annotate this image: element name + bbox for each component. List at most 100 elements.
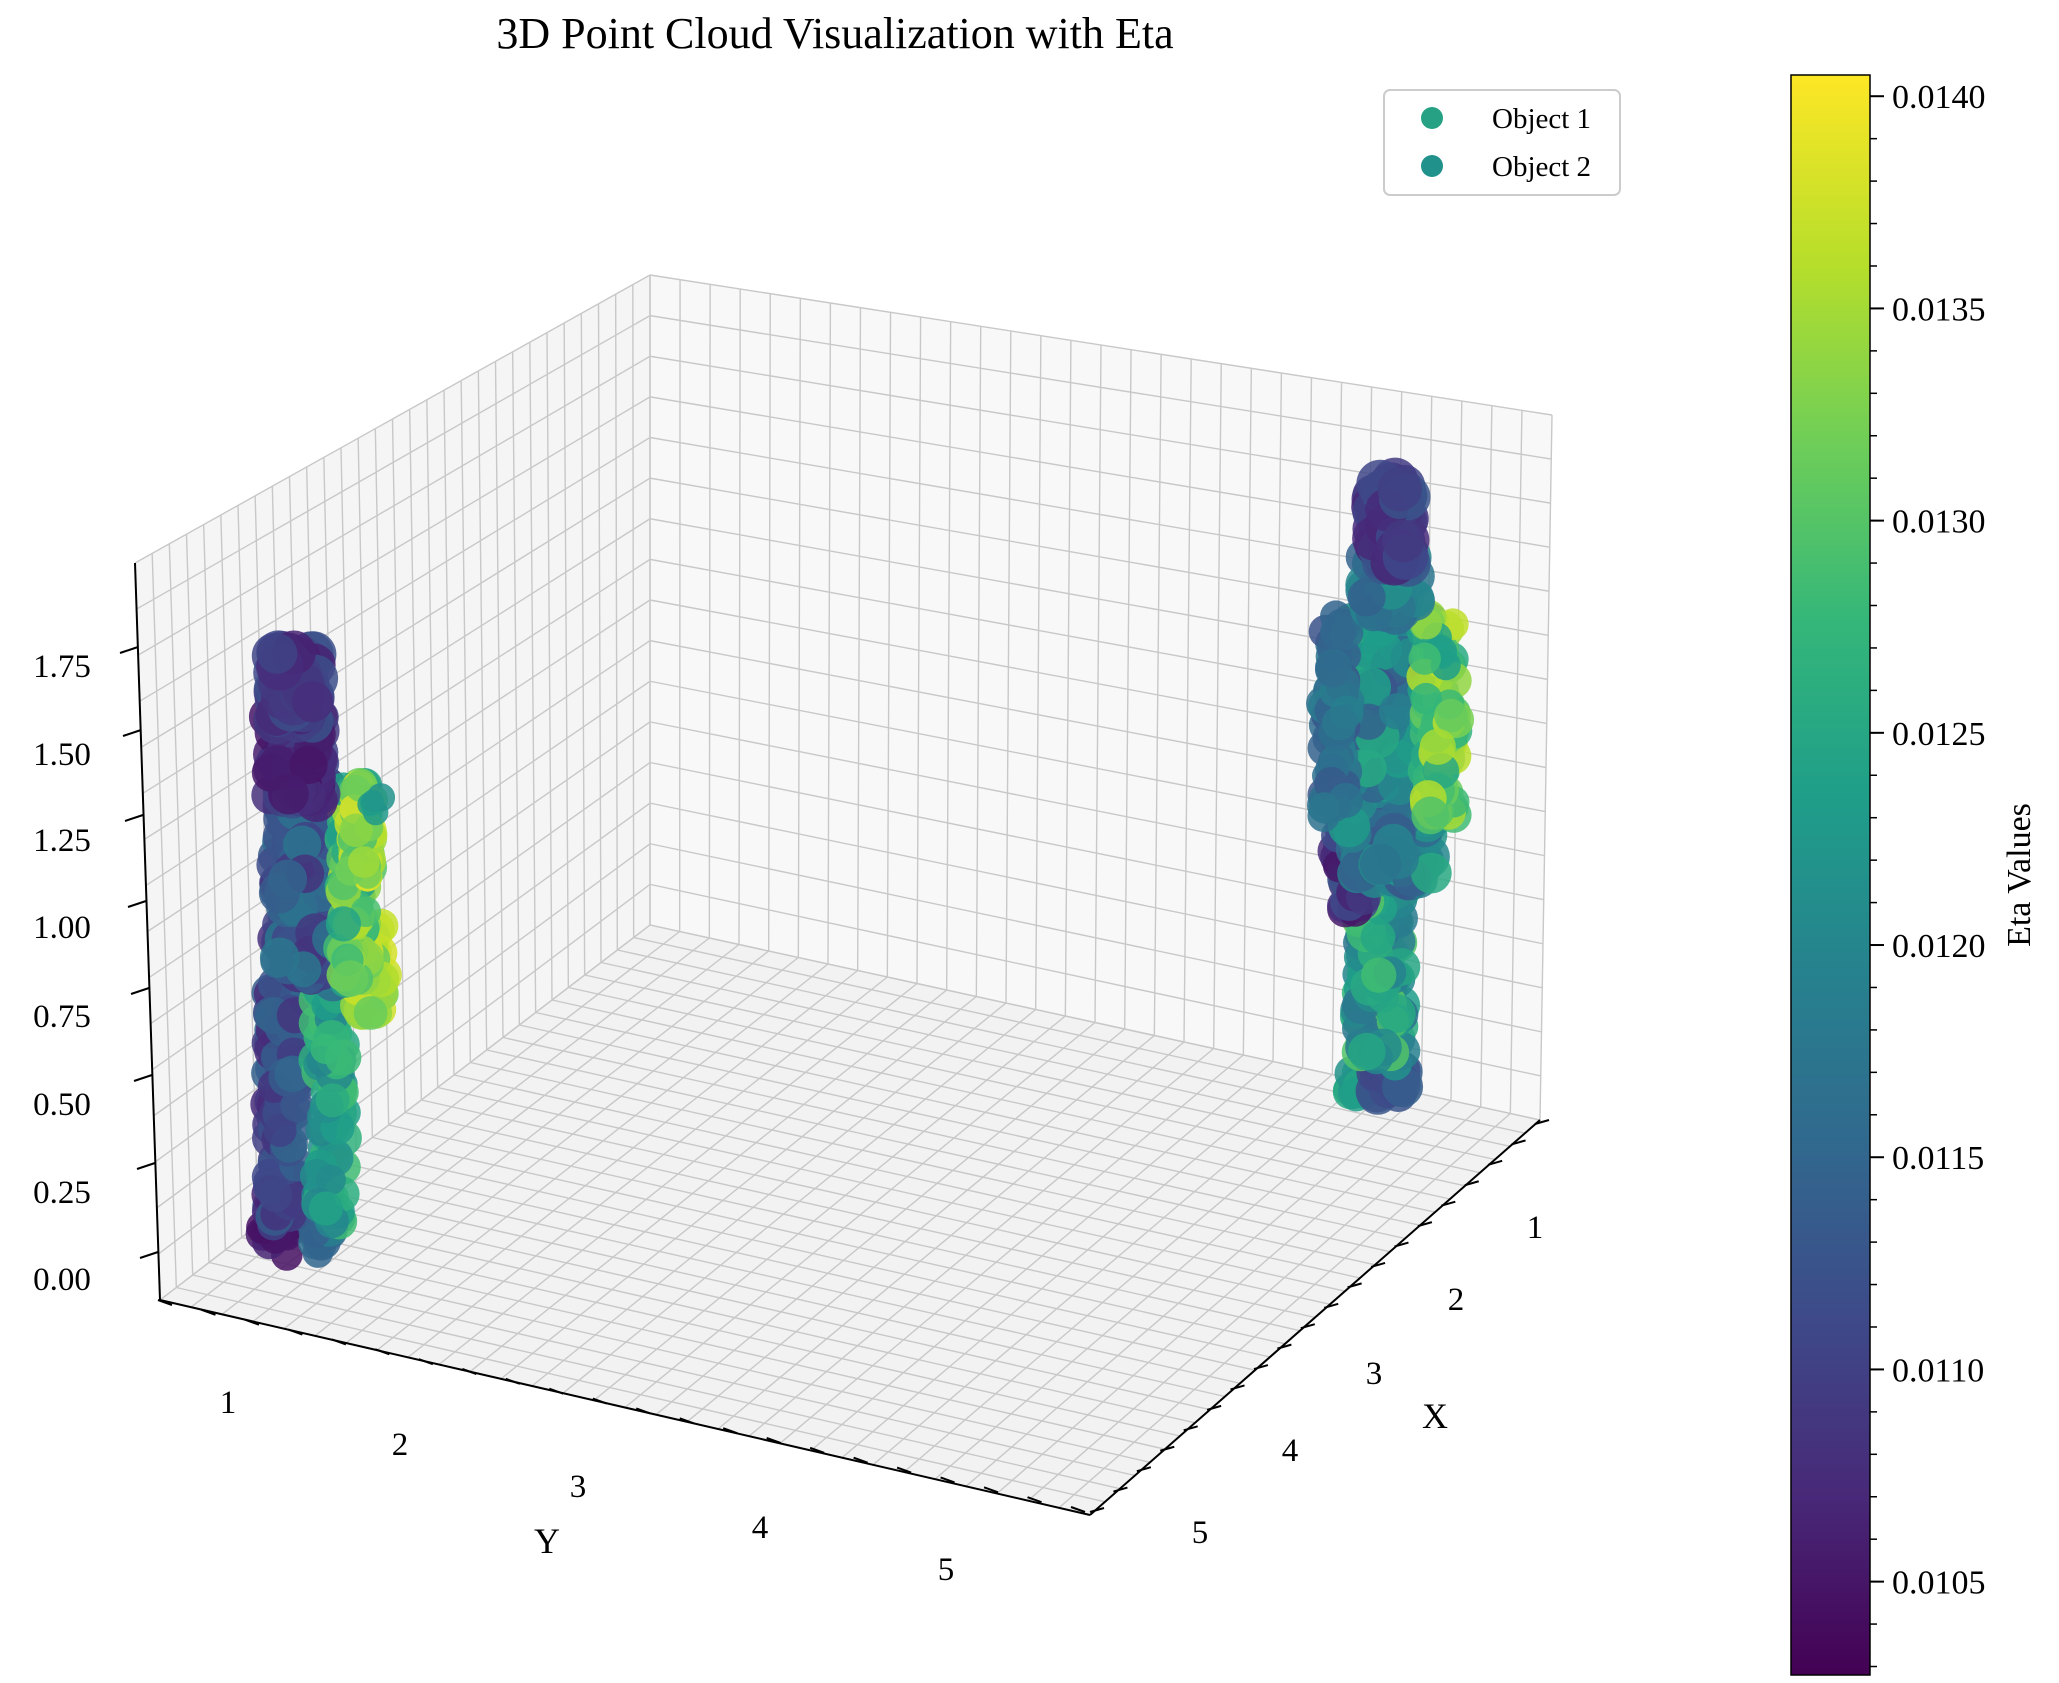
y-tick-mark [766,1437,782,1444]
z-tick-mark [119,646,139,654]
floor-grid-line [584,974,1481,1174]
x-tick-mark [1136,1466,1152,1473]
y-tick-mark [505,1377,521,1385]
y-tick-mark [201,1308,216,1316]
colorbar-tick-label: 0.0105 [1892,1565,1986,1602]
z-tick-mark [130,987,150,995]
point [258,745,298,784]
back-wall-grid-line [1301,377,1313,1069]
z-tick-label: 1.75 [33,649,91,685]
x-tick-mark [1511,1139,1526,1146]
y-axis-label: Y [534,1521,560,1561]
z-tick-label: 0.25 [33,1175,91,1211]
back-wall-grid-line [1479,405,1493,1108]
point [256,633,298,674]
point [1361,957,1397,993]
point [1410,682,1442,715]
point [348,846,380,878]
point [1434,698,1468,733]
chart-title: 3D Point Cloud Visualization with Eta [496,9,1173,58]
y-tick-mark [461,1368,477,1375]
z-tick-label: 0.00 [33,1262,91,1298]
point [1410,852,1452,894]
back-wall-grid-line [1064,340,1072,1017]
point [1315,652,1351,688]
point [263,1114,297,1147]
axis-panes [135,275,1552,1515]
colorbar-tick-label: 0.0140 [1892,79,1986,116]
back-wall-grid-line [827,302,832,965]
y-tick-mark [331,1338,347,1346]
back-wall-grid-line [1539,414,1553,1121]
back-wall-grid-line [1094,344,1102,1023]
back-wall-grid-line [1242,368,1253,1056]
left-wall-grid-line [150,680,651,1025]
x-tick-label: 4 [1282,1433,1299,1469]
x-tick-mark [1417,1221,1433,1228]
z-tick-label: 0.50 [33,1087,91,1123]
left-wall-grid-line [137,355,651,656]
y-tick-mark [375,1348,390,1356]
x-tick-mark [1183,1425,1198,1432]
point [291,681,334,723]
left-wall-grid-line [136,315,651,610]
point [1320,614,1356,650]
point [308,1191,344,1226]
x-tick-mark [1464,1180,1480,1187]
point-cloud [245,457,1475,1271]
y-tick-mark [635,1407,651,1415]
colorbar-tick-label: 0.0115 [1892,1140,1984,1177]
x-tick-mark [1253,1364,1269,1371]
point [1408,642,1441,675]
back-wall-grid-line [916,316,922,984]
x-tick-mark [1487,1159,1503,1166]
colorbar-tick-label: 0.0125 [1892,716,1986,753]
y-tick-label: 1 [220,1385,237,1421]
point [310,1033,341,1064]
point [361,789,384,813]
x-tick-label: 3 [1366,1356,1383,1392]
x-tick-mark [1159,1445,1175,1452]
y-tick-mark [1070,1506,1086,1513]
colorbar-tick-label: 0.0110 [1892,1352,1984,1389]
x-tick-mark [1206,1404,1222,1411]
back-wall-grid-line [1212,363,1222,1049]
point [1419,728,1456,765]
z-tick-mark [127,900,147,908]
y-tick-mark [288,1328,303,1336]
z-tick-label: 1.00 [33,910,91,946]
y-tick-mark [896,1466,912,1474]
point [268,773,309,815]
left-wall-grid-line [159,924,651,1301]
y-tick-label: 2 [392,1427,409,1463]
left-wall-grid-line [151,721,651,1071]
left-wall-grid-line [145,558,651,887]
y-tick-mark [809,1446,825,1454]
point [339,813,373,848]
colorbar: 0.0105 0.0110 0.0115 0.0120 0.0125 0.0130 0.01… [1790,74,2038,1676]
y-tick-mark [722,1427,738,1435]
left-wall-grid-line [139,396,651,702]
z-tick-mark [124,814,144,822]
back-wall-grid-line [1183,358,1192,1043]
legend: Object 1 Object 2 [1383,89,1621,196]
y-tick-label: 3 [570,1469,587,1505]
y-tick-mark [1027,1496,1042,1504]
point [289,745,328,785]
back-wall-grid-line [1153,354,1162,1036]
left-wall-grid-line [144,518,651,840]
x-tick-mark [1370,1261,1386,1268]
legend-marker-object-1 [1421,107,1443,129]
x-tick-mark [1534,1119,1550,1125]
y-axis-line [159,1299,1091,1516]
z-tick-mark [122,729,142,737]
left-wall-grid-line [156,843,651,1209]
floor-grid-line [996,1099,1452,1495]
y-tick-mark [157,1299,173,1306]
left-wall-grid-line [153,761,651,1117]
back-wall-grid-line [945,321,952,991]
y-tick-mark [548,1387,564,1395]
colorbar-ticks: 0.0105 0.0110 0.0115 0.0120 0.0125 0.0130 0.01… [1870,79,1986,1668]
point [1378,693,1416,730]
x-tick-mark [1277,1343,1292,1350]
